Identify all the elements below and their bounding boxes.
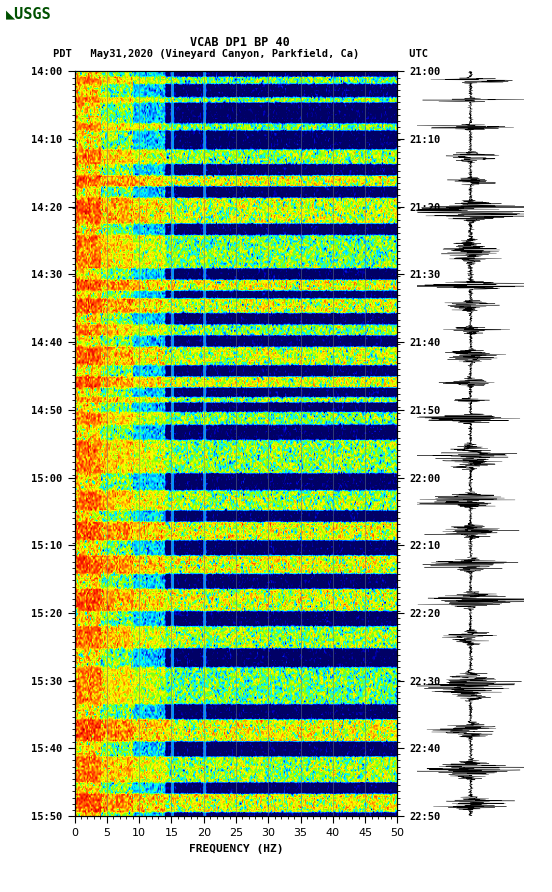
Text: VCAB DP1 BP 40: VCAB DP1 BP 40 <box>190 36 290 49</box>
X-axis label: FREQUENCY (HZ): FREQUENCY (HZ) <box>189 844 283 854</box>
Text: PDT   May31,2020 (Vineyard Canyon, Parkfield, Ca)        UTC: PDT May31,2020 (Vineyard Canyon, Parkfie… <box>52 49 428 59</box>
Text: ◣USGS: ◣USGS <box>6 6 51 21</box>
